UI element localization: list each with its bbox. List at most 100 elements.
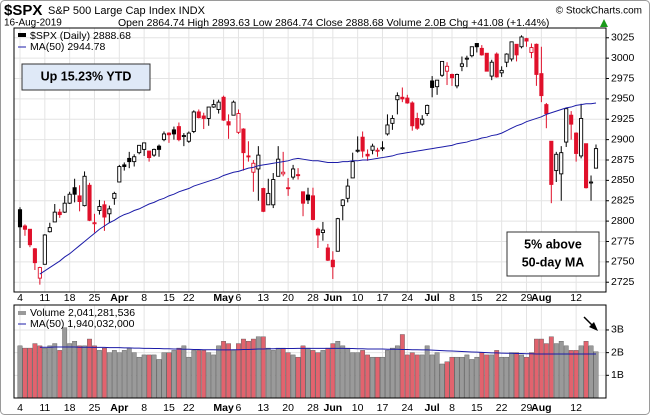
volume-bar xyxy=(474,356,480,399)
candle-body xyxy=(186,132,191,142)
volume-bar xyxy=(226,343,231,399)
candle-body xyxy=(459,63,464,67)
x-tick-label: Apr xyxy=(110,292,128,304)
y-tick-label: 2925 xyxy=(611,113,635,125)
volume-bar xyxy=(211,354,217,399)
volume-bar xyxy=(126,347,132,399)
candle-body xyxy=(449,73,455,79)
candle-body xyxy=(370,145,375,151)
volume-bar xyxy=(295,356,301,399)
volume-bar xyxy=(285,352,291,399)
volume-bar xyxy=(27,347,33,399)
candle-body xyxy=(87,184,92,221)
volume-bar xyxy=(310,350,316,399)
volume-bar xyxy=(499,356,505,399)
volume-bar xyxy=(360,350,366,399)
subtitle: S&P 500 Large Cap Index INDX xyxy=(48,5,206,17)
x-tick-label: 25 xyxy=(89,292,101,304)
up-arrow xyxy=(600,19,608,27)
volume-bar xyxy=(290,354,296,399)
candle-body xyxy=(588,181,594,184)
symbol: $SPX xyxy=(4,2,42,19)
candle-body xyxy=(509,41,514,60)
volume-bar xyxy=(390,347,395,399)
volume-bar xyxy=(434,352,440,399)
candle-body xyxy=(92,222,97,225)
volume-bar xyxy=(82,345,87,399)
volume-bar xyxy=(489,354,495,399)
x-tick-label: 24 xyxy=(401,402,413,414)
y-tick-label: 2B xyxy=(611,346,624,358)
volume-bar xyxy=(524,356,529,399)
volume-bar xyxy=(37,345,43,399)
legend-label: MA(50) 2944.78 xyxy=(30,41,105,53)
candle-body xyxy=(62,202,67,213)
candle-body xyxy=(142,142,147,150)
volume-bar xyxy=(399,334,405,399)
candle-body xyxy=(474,43,479,48)
volume-bar xyxy=(77,345,82,399)
candle-body xyxy=(107,208,112,215)
volume-bar xyxy=(568,350,574,399)
volume-bar xyxy=(176,347,182,399)
candle-body xyxy=(276,158,281,177)
annotation-box xyxy=(506,231,600,277)
candle-body xyxy=(345,185,350,199)
candle-body xyxy=(241,128,246,154)
x-tick-label: 20 xyxy=(282,292,294,304)
candle-body xyxy=(430,80,435,88)
candle-body xyxy=(196,111,201,119)
volume-bar xyxy=(459,356,465,399)
volume-bar xyxy=(449,356,455,399)
candle-body xyxy=(236,113,241,133)
volume-bar xyxy=(484,354,490,399)
legend-label: $SPX (Daily) 2888.68 xyxy=(30,30,131,42)
candle-body xyxy=(330,259,335,268)
candle-body xyxy=(137,144,142,154)
volume-bar xyxy=(280,347,286,399)
candle-body xyxy=(464,57,469,60)
x-tick-label: 29 xyxy=(521,402,533,414)
volume-bar xyxy=(419,354,425,399)
candle-body xyxy=(534,43,539,75)
volume-bar xyxy=(534,338,539,399)
candle-body xyxy=(67,193,72,204)
x-tick-label: 22 xyxy=(183,402,195,414)
volume-bar xyxy=(255,336,261,399)
x-tick-label: 6 xyxy=(236,402,242,414)
candle-body xyxy=(226,121,231,126)
volume-bar xyxy=(509,352,514,399)
candle-body xyxy=(147,150,152,159)
x-tick-label: 4 xyxy=(17,402,23,414)
candle-body xyxy=(300,191,306,204)
volume-bar xyxy=(519,354,524,399)
x-tick-label: 11 xyxy=(39,402,50,414)
x-tick-label: 10 xyxy=(352,402,364,414)
volume-bar xyxy=(504,356,510,399)
volume-bar xyxy=(429,354,435,399)
volume-bar xyxy=(479,352,485,399)
x-tick-label: 22 xyxy=(183,292,195,304)
candle-body xyxy=(82,175,87,207)
volume-bar xyxy=(320,350,326,399)
annotation-box xyxy=(21,63,151,91)
volume-bar xyxy=(404,354,410,399)
legend-label: Volume 2,041,281,536 xyxy=(30,307,135,319)
candle-body xyxy=(454,73,460,87)
volume-bar xyxy=(121,350,127,399)
volume-bar xyxy=(17,345,23,399)
candle-body xyxy=(152,148,157,156)
candle-body xyxy=(435,79,440,88)
volume-bar xyxy=(414,354,420,399)
candle-body xyxy=(256,154,261,170)
candle-body xyxy=(201,115,206,119)
volume-bar xyxy=(583,341,589,399)
volume-bar xyxy=(106,352,112,399)
volume-bar xyxy=(370,356,375,399)
y-tick-label: 3000 xyxy=(611,52,635,64)
volume-bar xyxy=(250,338,256,399)
volume-bar xyxy=(543,343,549,399)
volume-bar xyxy=(156,359,162,399)
volume-bar xyxy=(558,341,564,399)
candle-body xyxy=(127,157,132,163)
